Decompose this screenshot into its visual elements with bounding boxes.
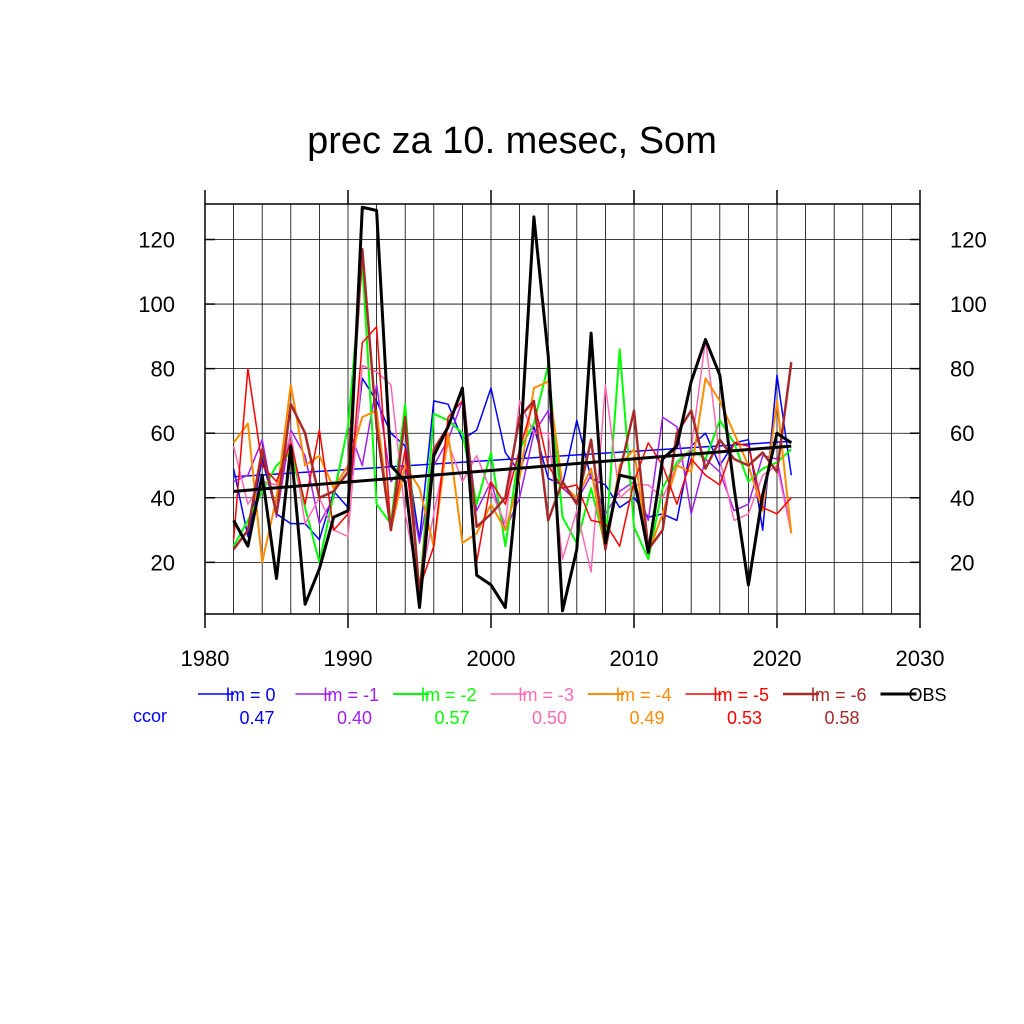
y-tick-label: 120 [138,228,175,253]
plot-frame [204,203,921,615]
plot-frame-rect [204,203,921,615]
ccor-value-1: 0.40 [337,708,372,728]
legend-label-1: lm = -1 [324,685,380,705]
ccor-value-5: 0.53 [727,708,762,728]
series-line-5 [232,325,792,589]
y-tick-label-right: 60 [950,421,974,446]
legend-label-6: lm = -6 [811,685,867,705]
grid [205,204,920,614]
x-tick-label: 2020 [753,646,802,671]
series-line-7 [232,205,793,613]
series-line-1 [233,384,793,544]
y-tick-label-right: 120 [950,228,987,253]
ccor-label: ccor [133,706,167,726]
x-tick-label: 2000 [467,646,516,671]
legend-label-3: lm = -3 [519,685,575,705]
y-tick-label-right: 80 [950,357,974,382]
y-tick-label-right: 100 [950,292,987,317]
x-axis: 1980 1990 2000 2010 2020 2030 [181,190,945,671]
y-tick-label: 60 [151,421,175,446]
legend-label-0: lm = 0 [226,685,276,705]
x-tick-label: 1980 [181,646,230,671]
ccor-value-3: 0.50 [532,708,567,728]
x-tick-label: 1990 [324,646,373,671]
y-tick-label: 80 [151,357,175,382]
legend-label-5: lm = -5 [714,685,770,705]
y-axis: 20 20 40 40 60 60 80 80 100 100 120 120 [138,228,986,576]
legend-label-2: lm = -2 [421,685,477,705]
legend: lm = 0 lm = -1 lm = -2 lm = -3 lm = -4 lm = -… [133,685,947,728]
series-line-4 [232,377,793,564]
ccor-value-0: 0.47 [239,708,274,728]
legend-label-7: OBS [909,685,947,705]
y-tick-label-right: 40 [950,486,974,511]
y-tick-label-right: 20 [950,550,974,575]
y-tick-label: 100 [138,292,175,317]
x-tick-label: 2030 [896,646,945,671]
x-tick-label: 2010 [610,646,659,671]
ccor-value-2: 0.57 [434,708,469,728]
legend-label-4: lm = -4 [616,685,672,705]
trend-line-7 [233,444,792,493]
y-tick-label: 20 [151,550,175,575]
chart-title: prec za 10. mesec, Som [307,120,717,162]
ccor-value-6: 0.58 [824,708,859,728]
y-tick-label: 40 [151,486,175,511]
ccor-value-4: 0.49 [629,708,664,728]
series-lines [232,205,793,613]
series-line-6 [232,247,793,596]
